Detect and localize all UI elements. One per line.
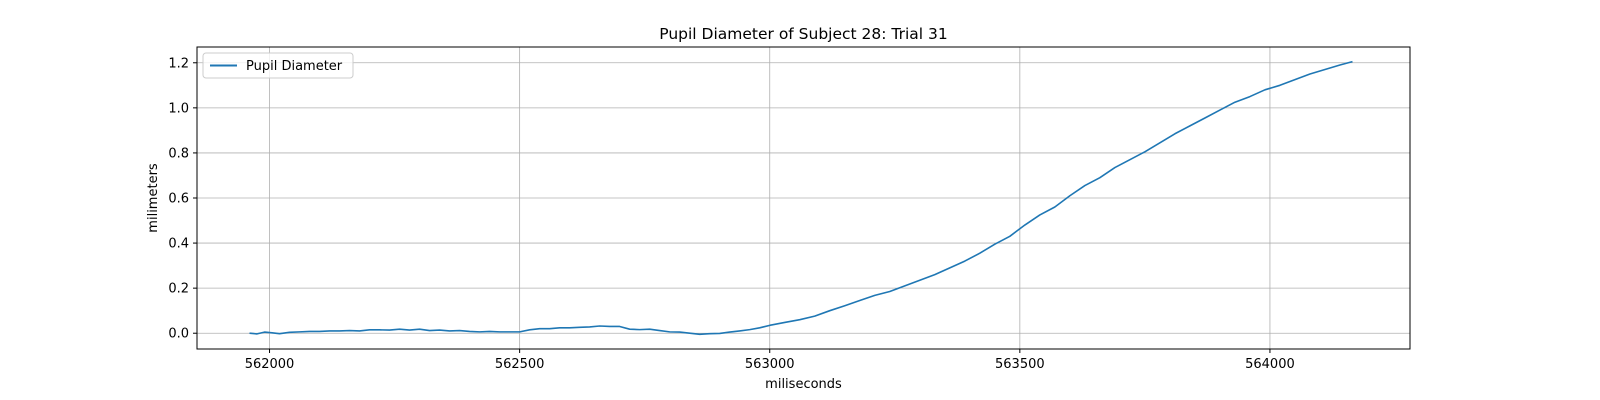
series-line-pupil-diameter (249, 60, 1353, 336)
x-tick-label: 563500 (995, 357, 1045, 372)
x-tick-label: 563000 (745, 357, 795, 372)
y-tick-label: 1.2 (168, 56, 189, 71)
legend-entry-pupil-diameter: Pupil Diameter (246, 59, 343, 74)
y-tick-label: 1.0 (168, 101, 189, 116)
x-axis-label: miliseconds (765, 377, 842, 392)
x-tick-label: 564000 (1245, 357, 1295, 372)
axis-ticks: 562000 562500 563000 563500 564000 0.0 0.2 0.4 0… (168, 56, 1294, 372)
y-tick-label: 0.4 (168, 237, 189, 252)
grid-lines (197, 47, 1410, 349)
y-axis-label: milimeters (146, 163, 161, 233)
x-tick-label: 562500 (495, 357, 545, 372)
x-tick-label: 562000 (245, 357, 295, 372)
chart-title: Pupil Diameter of Subject 28: Trial 31 (659, 25, 948, 43)
y-tick-label: 0.2 (168, 282, 189, 297)
legend: Pupil Diameter (202, 52, 354, 79)
series-layer (249, 60, 1353, 336)
legend-box (202, 52, 354, 79)
y-tick-label: 0.6 (168, 192, 189, 207)
y-tick-label: 0.8 (168, 146, 189, 161)
y-tick-label: 0.0 (168, 327, 189, 342)
